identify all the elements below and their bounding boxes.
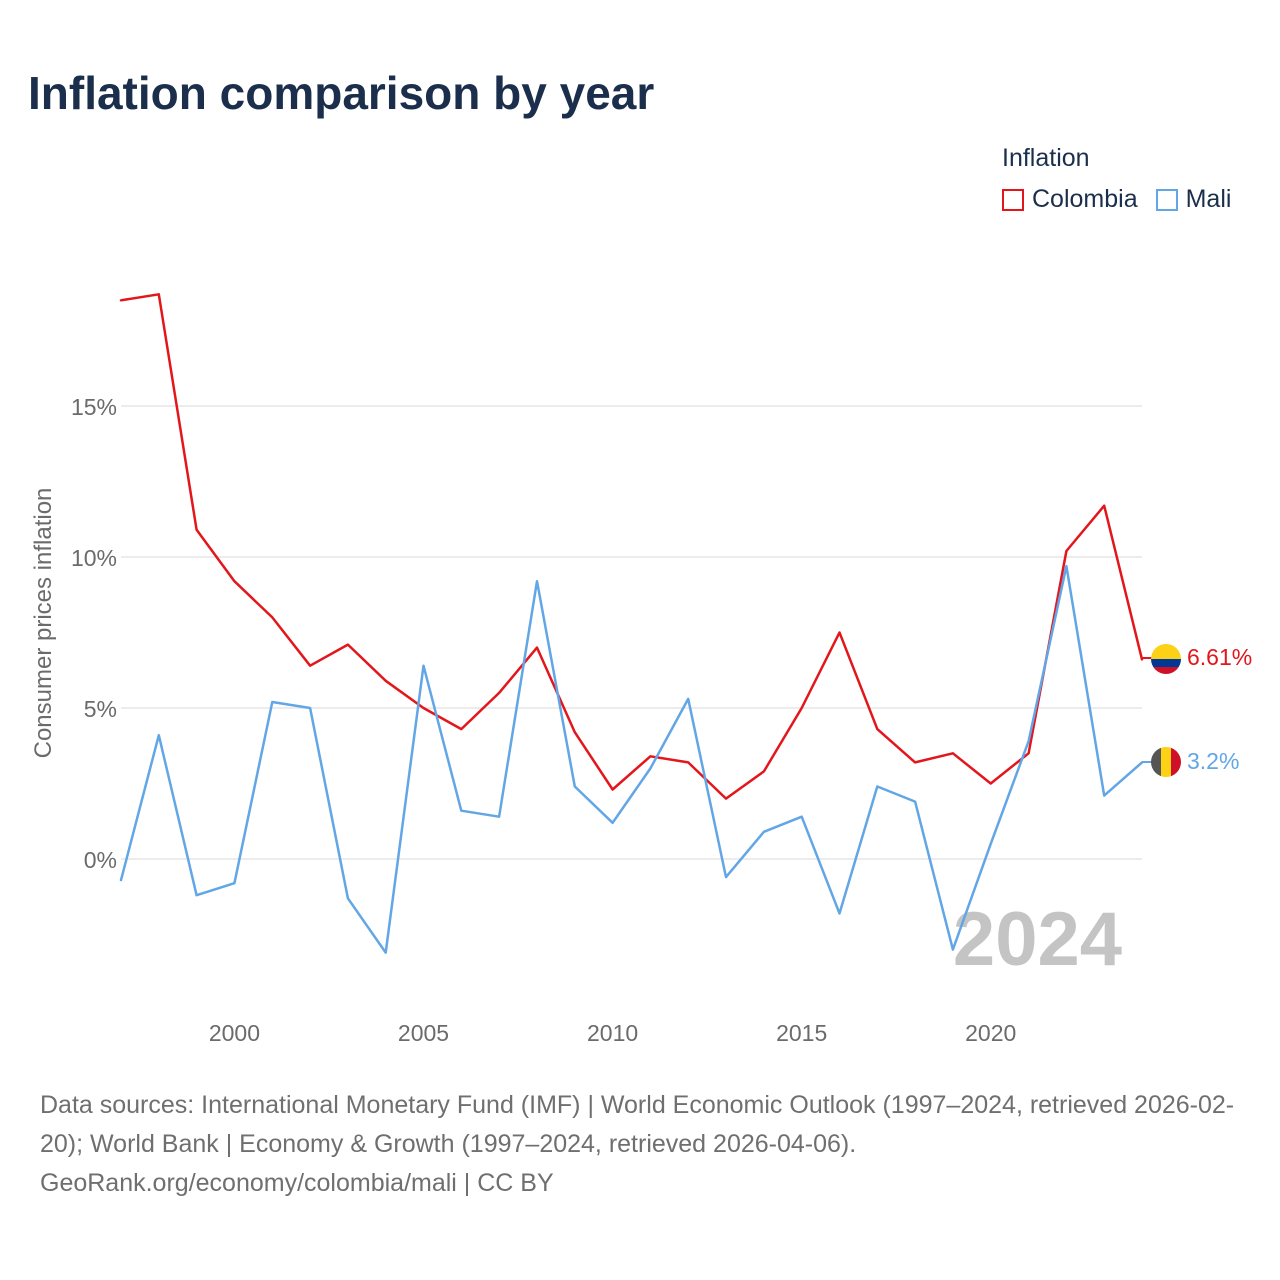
y-tick-label: 0% xyxy=(84,847,117,873)
end-label-colombia: 6.61% xyxy=(1187,644,1252,670)
x-axis-ticks: 2000 2005 2010 2015 2020 xyxy=(209,1020,1016,1046)
colombia-flag-icon xyxy=(1151,644,1181,674)
y-tick-label: 5% xyxy=(84,696,117,722)
mali-flag-icon xyxy=(1151,747,1181,777)
end-marker-mali: 3.2% xyxy=(1142,747,1239,777)
x-tick-label: 2005 xyxy=(398,1020,449,1046)
x-tick-label: 2020 xyxy=(965,1020,1016,1046)
legend-entry-mali[interactable]: Mali xyxy=(1155,185,1232,214)
legend-label-colombia: Colombia xyxy=(1032,185,1138,213)
legend-entry-colombia[interactable]: Colombia xyxy=(1002,185,1138,214)
x-tick-label: 2015 xyxy=(776,1020,827,1046)
series-line-colombia[interactable] xyxy=(119,293,1144,800)
y-tick-label: 15% xyxy=(71,394,117,420)
x-tick-label: 2000 xyxy=(209,1020,260,1046)
credit-line[interactable]: GeoRank.org/economy/colombia/mali | CC B… xyxy=(40,1169,554,1197)
legend-swatch-mali xyxy=(1155,188,1178,211)
series-lines xyxy=(119,293,1144,954)
chart-title: Inflation comparison by year xyxy=(28,67,655,119)
grid-lines xyxy=(121,405,1142,860)
legend-entries: Colombia Mali xyxy=(1002,185,1231,214)
legend-label-mali: Mali xyxy=(1185,185,1232,213)
end-marker-colombia: 6.61% xyxy=(1142,644,1252,674)
y-axis-label: Consumer prices inflation xyxy=(30,488,57,759)
end-label-mali: 3.2% xyxy=(1187,748,1239,774)
legend-title: Inflation xyxy=(1002,144,1090,172)
data-sources: Data sources: International Monetary Fun… xyxy=(40,1091,1235,1158)
year-watermark: 2024 xyxy=(953,897,1122,982)
y-tick-label: 10% xyxy=(71,545,117,571)
footer: Data sources: International Monetary Fun… xyxy=(40,1086,1250,1203)
y-axis-ticks: 0% 5% 10% 15% xyxy=(71,394,117,873)
x-tick-label: 2010 xyxy=(587,1020,638,1046)
legend-swatch-colombia xyxy=(1002,188,1024,211)
legend: Inflation Colombia Mali xyxy=(1002,144,1231,214)
series-line-mali[interactable] xyxy=(119,564,1144,954)
line-chart: 0% 5% 10% 15% 2000 2005 2010 2015 2020 Consumer… xyxy=(30,293,1252,1046)
